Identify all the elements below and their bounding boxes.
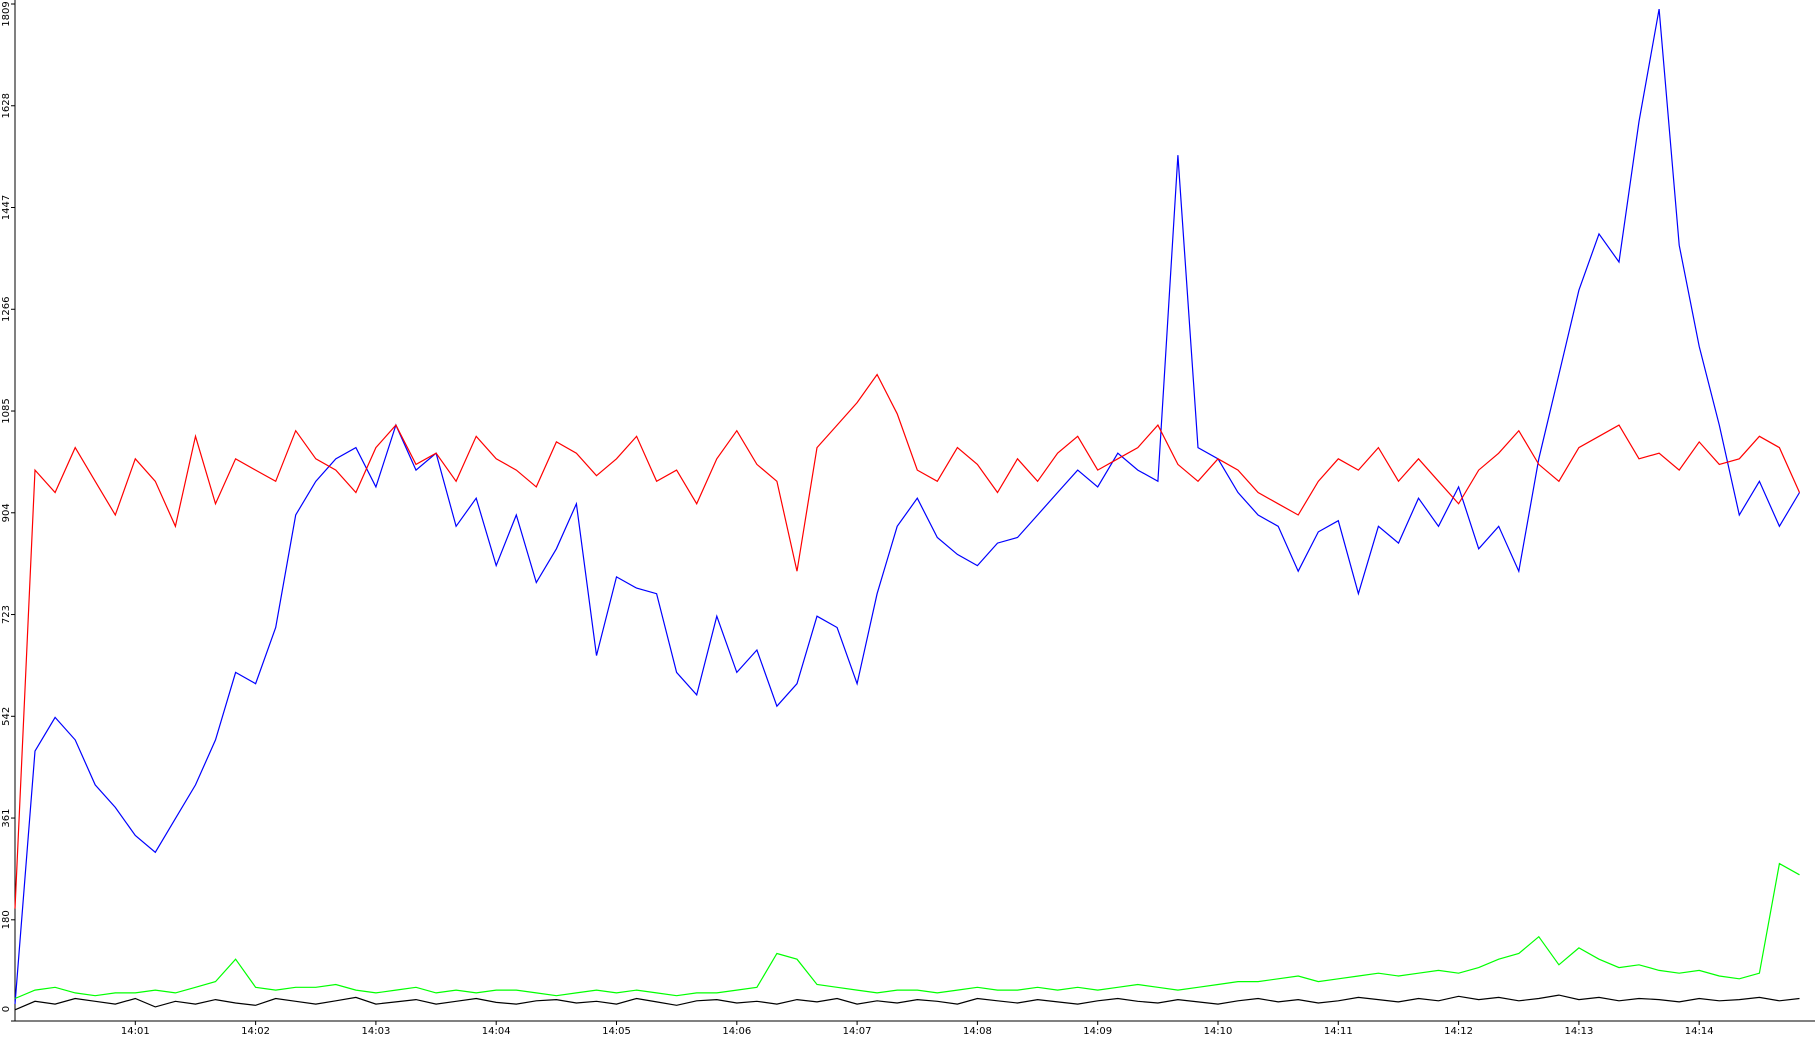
y-tick-label: 361 [1,809,12,828]
series-line [14,994,1800,1011]
x-tick-label: 14:07 [843,1026,872,1037]
y-tick-label: 723 [1,605,12,624]
x-tick-label: 14:03 [361,1026,390,1037]
x-tick-label: 14:13 [1564,1026,1593,1037]
x-tick-label: 14:08 [963,1026,992,1037]
x-tick-label: 14:12 [1444,1026,1473,1037]
series-line [14,862,1800,1000]
x-tick-label: 14:04 [482,1026,511,1037]
x-tick-label: 14:11 [1324,1026,1353,1037]
y-tick-label: 1266 [1,297,12,322]
series-line [14,8,1801,1005]
y-tick-label: 542 [1,707,12,726]
x-tick-label: 14:06 [722,1026,751,1037]
x-tick-label: 14:05 [602,1026,631,1037]
x-tick-label: 14:02 [241,1026,270,1037]
y-tick-label: 0 [1,1006,12,1012]
y-tick-label: 180 [1,910,12,929]
y-tick-label: 1085 [1,398,12,423]
y-tick-label: 1447 [1,195,12,220]
series-line [14,373,1801,909]
x-tick-label: 14:10 [1204,1026,1233,1037]
x-tick-label: 14:01 [121,1026,150,1037]
y-tick-label: 904 [1,503,12,522]
x-tick-label: 14:14 [1685,1026,1714,1037]
y-tick-label: 1628 [1,93,12,118]
x-tick-label: 14:09 [1083,1026,1112,1037]
y-tick-label: 1809 [1,1,12,26]
